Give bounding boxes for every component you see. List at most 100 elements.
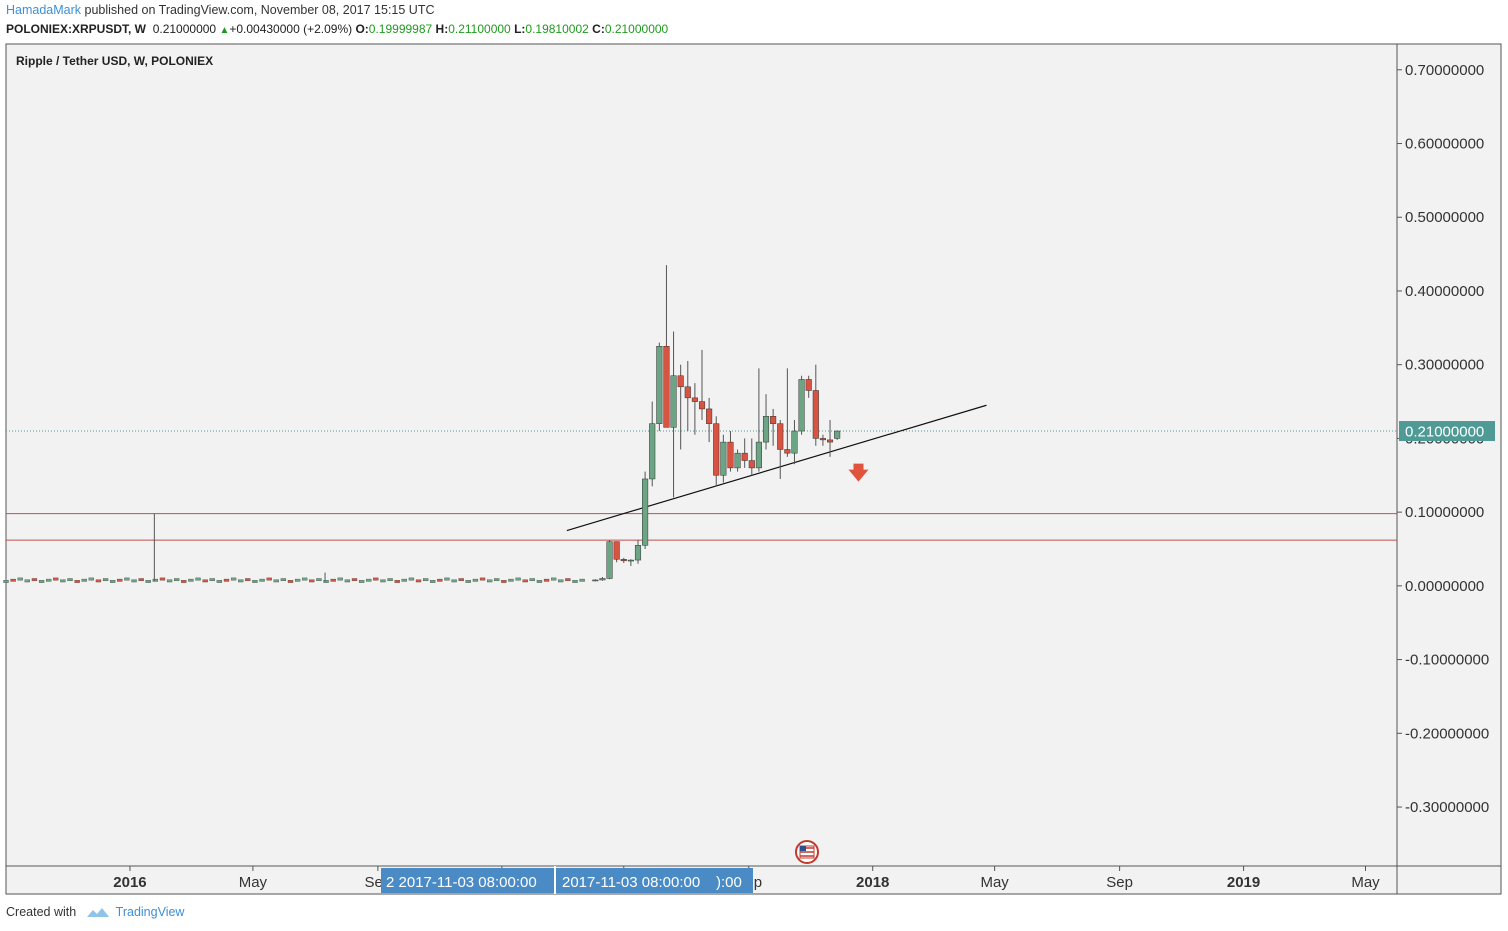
flat-candle	[209, 578, 215, 582]
down-arrow-icon	[848, 463, 869, 482]
flat-candle	[558, 579, 564, 583]
flat-candle	[522, 579, 528, 583]
low-label: L:	[514, 22, 526, 36]
candle-body	[677, 375, 684, 388]
y-tick-label: 0.40000000	[1405, 283, 1484, 300]
flat-candle	[366, 578, 372, 582]
flat-candle	[174, 578, 180, 582]
flat-candle	[238, 579, 244, 583]
x-tick-label: 2016	[113, 874, 146, 891]
flat-candle	[358, 580, 365, 583]
candle-body	[649, 423, 656, 480]
candle-body	[691, 397, 698, 402]
crosshair-time-label: 2 2017-11-03 08:00:00	[386, 874, 537, 891]
flat-candle	[444, 577, 450, 581]
flat-candle	[508, 578, 514, 582]
candle-body	[819, 438, 826, 441]
flat-candle	[10, 578, 16, 582]
y-tick-label: -0.20000000	[1405, 725, 1489, 742]
flat-candle	[145, 580, 151, 583]
drawings	[6, 404, 1397, 541]
flat-candle	[494, 578, 500, 582]
flat-candle	[266, 577, 272, 581]
crosshair-time-tooltip	[381, 868, 554, 893]
candle-body	[656, 346, 663, 424]
flat-candle	[110, 580, 116, 583]
candle-body	[606, 541, 613, 579]
high-label: H:	[435, 22, 449, 36]
flat-candle	[543, 578, 550, 582]
publish-info: HamadaMark published on TradingView.com,…	[6, 3, 434, 17]
flat-candle	[579, 578, 585, 582]
flat-candle	[131, 579, 137, 583]
chart-title: Ripple / Tether USD, W, POLONIEX	[16, 54, 213, 68]
overlays: 0.21000000 2 2017-11-03 08:00:00 2017-11-0…	[381, 421, 1495, 894]
x-tick-label: 2018	[856, 874, 889, 891]
flat-candle	[309, 579, 315, 583]
flat-candle	[472, 578, 479, 582]
candle-body	[599, 578, 606, 581]
flat-candle	[401, 578, 407, 582]
flat-candle	[572, 580, 578, 583]
flat-candle	[252, 580, 258, 583]
flat-candle	[280, 578, 287, 582]
flat-candle	[302, 577, 308, 581]
flat-candle	[273, 579, 279, 583]
flat-candle	[102, 578, 109, 582]
candle-body	[834, 430, 841, 439]
candle-body	[826, 439, 834, 443]
flat-candle	[351, 578, 358, 582]
candle-body	[812, 390, 819, 439]
x-tick-label: Sep	[1106, 874, 1133, 891]
candle-body	[734, 452, 741, 469]
candle-body	[727, 441, 734, 469]
candle-body	[684, 386, 691, 399]
flat-candle	[202, 579, 208, 583]
flat-candle	[117, 578, 123, 582]
candle-body	[741, 452, 748, 461]
y-tick-label: -0.30000000	[1405, 799, 1489, 816]
plot-area[interactable]	[5, 43, 1398, 867]
high-value: 0.21100000	[448, 22, 511, 36]
flat-candle	[344, 579, 351, 583]
flat-candle	[259, 578, 265, 582]
flat-candle	[437, 578, 443, 582]
author-link[interactable]: HamadaMark	[6, 3, 82, 17]
candle-body	[720, 441, 727, 476]
flat-candle	[67, 578, 73, 582]
flat-candle	[551, 577, 557, 581]
created-with-text: Created with	[6, 905, 77, 919]
symbol-label: POLONIEX:XRPUSDT, W	[6, 22, 147, 36]
flat-candle	[81, 578, 87, 582]
candle-body	[613, 541, 620, 560]
flat-candle	[330, 578, 336, 582]
price-axis[interactable]	[1396, 43, 1502, 867]
flat-candle	[74, 580, 80, 583]
flat-candle	[60, 579, 66, 583]
flat-candle	[394, 580, 400, 583]
candle-body	[798, 379, 805, 432]
flat-candle	[46, 578, 52, 582]
flat-candle	[216, 580, 223, 583]
y-axis-ticks: 0.70000000 0.60000000 0.50000000 0.40000000…	[1397, 62, 1489, 816]
flat-candle	[337, 577, 343, 581]
flat-candle	[465, 580, 471, 583]
candle-body	[777, 423, 784, 450]
candle-body	[698, 401, 706, 410]
candle-body	[805, 379, 812, 391]
last-price-tag-label: 0.21000000	[1405, 424, 1484, 441]
open-value: 0.19999987	[368, 22, 433, 36]
tradingview-link[interactable]: TradingView	[115, 905, 185, 919]
flat-candle	[31, 578, 38, 582]
y-tick-label: 0.30000000	[1405, 357, 1484, 374]
flat-candle	[536, 580, 543, 583]
close-value: 0.21000000	[604, 22, 669, 36]
flat-candle	[53, 577, 59, 581]
flat-candle	[159, 577, 166, 581]
candle-body	[713, 423, 720, 476]
candle-body	[620, 559, 627, 562]
flat-candle	[287, 580, 294, 583]
candle-body	[791, 430, 798, 454]
candle-body	[748, 460, 755, 469]
